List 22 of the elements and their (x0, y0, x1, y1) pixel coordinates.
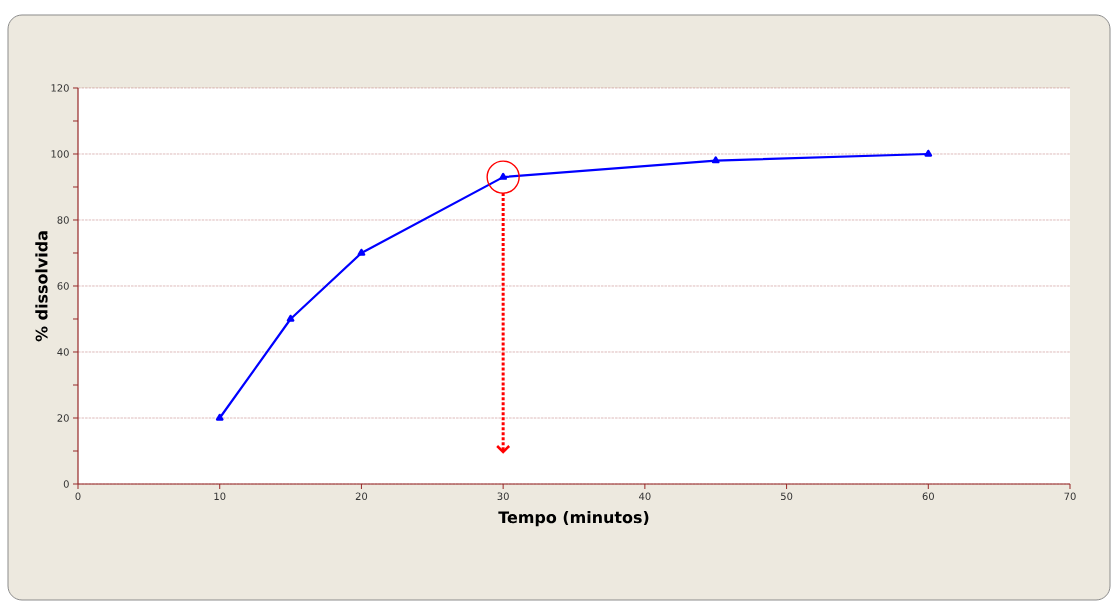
x-tick-label: 10 (214, 492, 226, 501)
x-tick-label: 40 (639, 492, 651, 501)
point (711, 156, 720, 164)
x-tick-label: 50 (781, 492, 793, 501)
y-tick-label: 80 (57, 216, 69, 224)
y-tick-label: 40 (57, 348, 69, 356)
point (357, 248, 366, 256)
x-tick-label: 0 (75, 492, 81, 501)
x-tick-label: 60 (922, 492, 934, 501)
point (286, 314, 295, 322)
y-axis-title: % dissolvida (35, 231, 48, 342)
y-tick-label: 60 (57, 282, 69, 290)
y-tick-label: 100 (51, 150, 69, 158)
point (215, 413, 224, 421)
y-tick-label: 120 (51, 84, 69, 92)
y-tick-label: 20 (57, 414, 69, 422)
x-tick-label: 20 (355, 492, 368, 501)
y-tick-label: 0 (63, 480, 69, 488)
x-axis-title: Tempo (minutos) (498, 510, 649, 527)
point (924, 149, 933, 157)
x-tick-label: 70 (1064, 492, 1076, 501)
x-tick-label: 30 (497, 492, 509, 501)
